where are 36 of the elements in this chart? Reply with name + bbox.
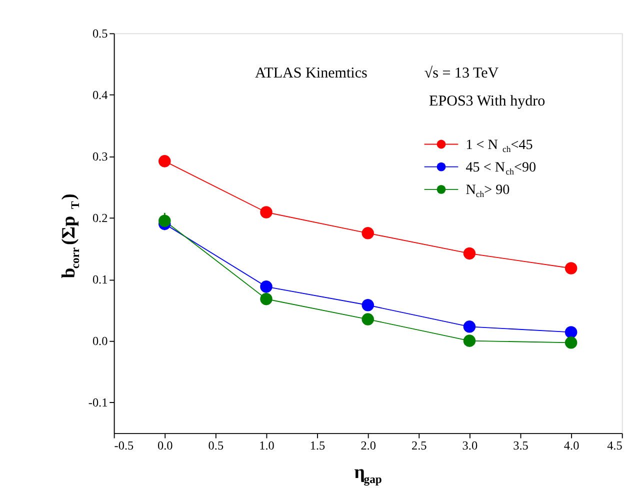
- point: [260, 280, 272, 293]
- x-tick-label: 0.5: [208, 438, 224, 453]
- y-tick-label: 0.3: [92, 150, 108, 164]
- x-tick-label: -0.5: [114, 438, 134, 453]
- annotation: √s = 13 TeV: [424, 65, 499, 82]
- x-tick-label: 2.5: [412, 438, 427, 453]
- x-tick-label: 3.5: [513, 438, 528, 453]
- point: [463, 334, 476, 347]
- point: [362, 299, 374, 312]
- point: [260, 292, 272, 306]
- x-tick-label: 4.5: [607, 438, 622, 453]
- point: [463, 247, 476, 260]
- annotation: EPOS3 With hydro: [429, 94, 546, 110]
- point: [564, 336, 578, 349]
- y-tick-label: 0.2: [92, 211, 108, 226]
- point: [463, 320, 476, 333]
- y-tick-label: -0.1: [88, 396, 108, 410]
- point: [564, 262, 578, 274]
- x-tick-label: 3.0: [462, 438, 478, 453]
- point: [158, 214, 171, 227]
- y-axis-title: bcorr(ΣpT): [58, 194, 82, 278]
- point: [362, 313, 374, 326]
- y-tick-label: 0.0: [92, 334, 108, 348]
- x-tick-label: 1.0: [259, 438, 274, 453]
- x-tick-label: 2.0: [360, 438, 376, 453]
- y-tick-label: 0.5: [92, 26, 108, 40]
- x-tick-label: 4.0: [564, 438, 580, 453]
- y-tick-label: 0.1: [92, 272, 108, 287]
- point: [158, 155, 171, 168]
- annotation: ATLAS Kinemtics: [254, 65, 368, 82]
- point: [260, 206, 272, 218]
- point: [362, 227, 374, 240]
- x-tick-label: 1.5: [310, 438, 326, 453]
- x-tick-label: 0.0: [157, 438, 173, 453]
- point: [564, 326, 578, 338]
- y-tick-label: 0.4: [92, 88, 108, 102]
